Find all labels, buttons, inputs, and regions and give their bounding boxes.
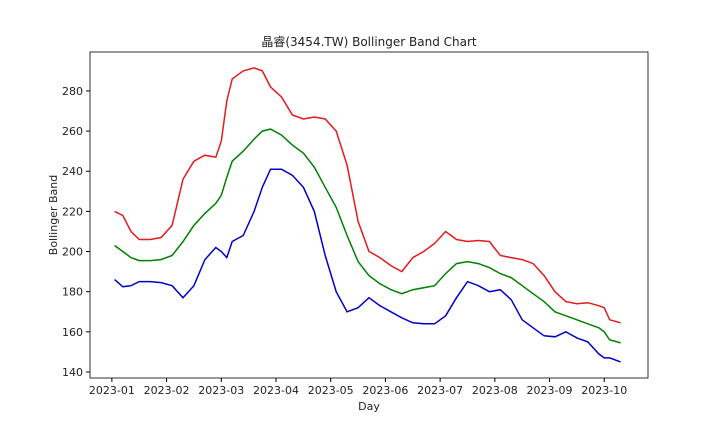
band-line <box>114 128 621 344</box>
y-tick-label: 160 <box>62 326 83 339</box>
y-axis-label: Bollinger Band <box>47 175 60 255</box>
x-tick-label: 2023-08 <box>472 384 518 397</box>
x-tick-label: 2023-09 <box>527 384 573 397</box>
x-tick-label: 2023-01 <box>89 384 135 397</box>
band-line <box>114 168 621 363</box>
x-tick-label: 2023-05 <box>308 384 354 397</box>
x-tick-label: 2023-10 <box>581 384 627 397</box>
y-tick-label: 220 <box>62 205 83 218</box>
y-tick-label: 180 <box>62 286 83 299</box>
x-tick-label: 2023-06 <box>362 384 408 397</box>
x-axis-label: Day <box>358 400 380 413</box>
x-tick-label: 2023-04 <box>253 384 299 397</box>
chart-title: 晶睿(3454.TW) Bollinger Band Chart <box>261 34 477 49</box>
band-line <box>114 67 621 324</box>
plot-frame <box>89 51 649 379</box>
y-tick-label: 140 <box>62 366 83 379</box>
y-tick-label: 200 <box>62 246 83 259</box>
y-tick-label: 280 <box>62 85 83 98</box>
x-tick-label: 2023-07 <box>417 384 463 397</box>
y-tick-label: 240 <box>62 165 83 178</box>
x-tick-label: 2023-03 <box>198 384 244 397</box>
x-tick-label: 2023-02 <box>144 384 190 397</box>
y-tick-label: 260 <box>62 125 83 138</box>
